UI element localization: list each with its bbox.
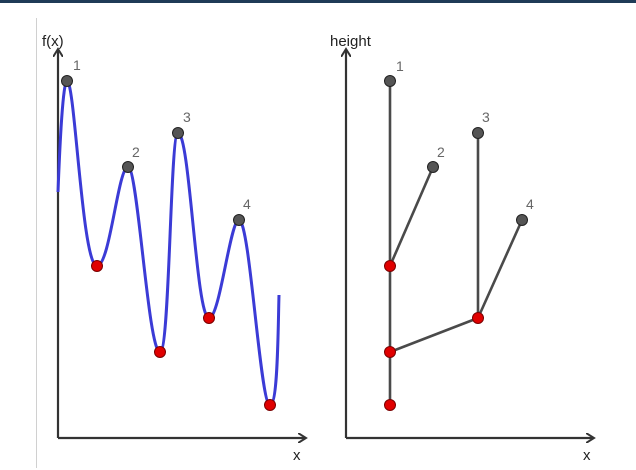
right-panel: height x 1 2 3 4 [330, 33, 593, 464]
left-min-node-2 [154, 346, 166, 358]
tree-max-node-2 [427, 161, 439, 173]
tree-max-node-1 [384, 75, 396, 87]
tree-branch-4 [476, 219, 524, 319]
tree-min-node-3 [472, 312, 484, 324]
left-margin-rule [36, 18, 37, 468]
tree-peak-label-2: 2 [437, 144, 445, 160]
tree-peak-label-1: 1 [396, 58, 404, 74]
tree-peak-label-4: 4 [526, 196, 534, 212]
left-min-node-4 [264, 399, 276, 411]
tree-min-node-1 [384, 260, 396, 272]
left-panel: f(x) x 1 2 3 4 [42, 33, 305, 464]
left-peak-label-4: 4 [243, 196, 251, 212]
left-peak-label-1: 1 [73, 57, 81, 73]
left-y-axis-label: f(x) [42, 33, 64, 50]
tree-min-node-4 [384, 399, 396, 411]
right-x-axis-label: x [583, 447, 591, 464]
tree-max-node-3 [472, 127, 484, 139]
tree-max-node-4 [516, 214, 528, 226]
left-max-node-3 [172, 127, 184, 139]
tree-branch-2 [388, 166, 435, 267]
tree-min-node-2 [384, 346, 396, 358]
right-y-axis-label: height [330, 33, 372, 50]
left-max-node-2 [122, 161, 134, 173]
left-x-axis-label: x [293, 447, 301, 464]
tree-branch-3 [389, 316, 479, 354]
left-max-node-1 [61, 75, 73, 87]
left-min-node-3 [203, 312, 215, 324]
left-min-node-1 [91, 260, 103, 272]
left-peak-label-2: 2 [132, 144, 140, 160]
top-border [0, 0, 636, 3]
left-max-node-4 [233, 214, 245, 226]
function-curve [56, 79, 281, 407]
tree-peak-label-3: 3 [482, 109, 490, 125]
left-peak-label-3: 3 [183, 109, 191, 125]
